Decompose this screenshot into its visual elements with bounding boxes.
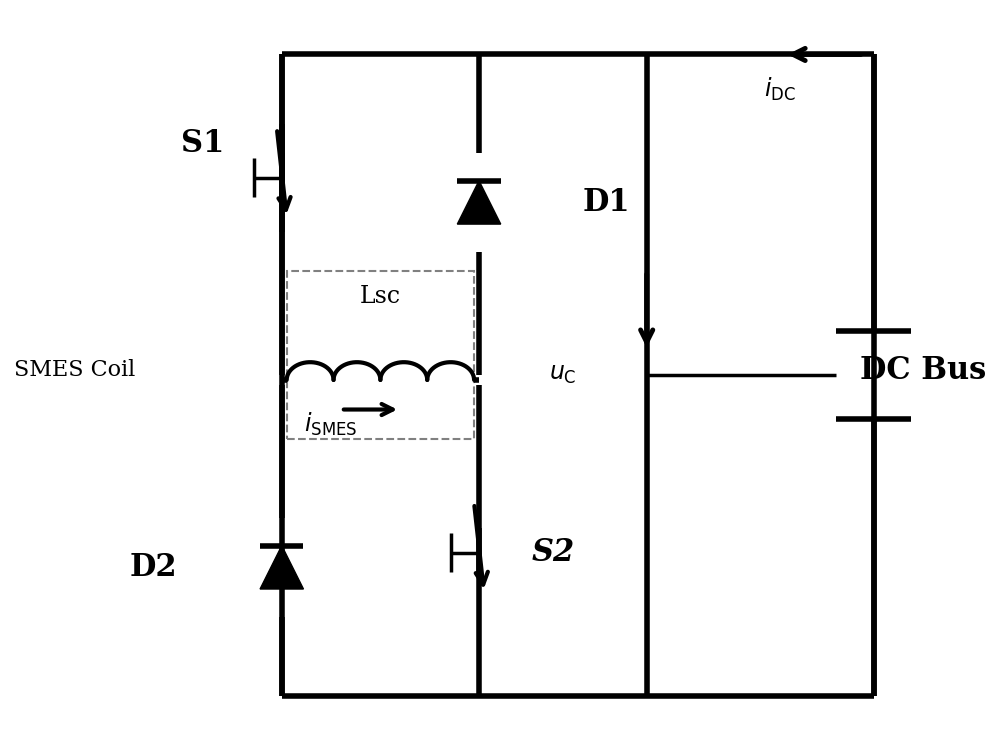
Text: $u_{\mathrm{C}}$: $u_{\mathrm{C}}$ bbox=[549, 364, 577, 386]
Text: D2: D2 bbox=[130, 552, 177, 583]
Text: DC Bus: DC Bus bbox=[860, 355, 986, 386]
Polygon shape bbox=[260, 546, 303, 589]
Text: $i_{\mathrm{SMES}}$: $i_{\mathrm{SMES}}$ bbox=[304, 411, 358, 438]
Text: Lsc: Lsc bbox=[360, 284, 401, 308]
Text: D1: D1 bbox=[583, 187, 630, 218]
Text: S1: S1 bbox=[181, 128, 224, 159]
Text: $i_{\mathrm{DC}}$: $i_{\mathrm{DC}}$ bbox=[764, 76, 796, 103]
Polygon shape bbox=[457, 181, 501, 224]
Text: SMES Coil: SMES Coil bbox=[14, 359, 135, 381]
Text: S2: S2 bbox=[531, 537, 575, 568]
